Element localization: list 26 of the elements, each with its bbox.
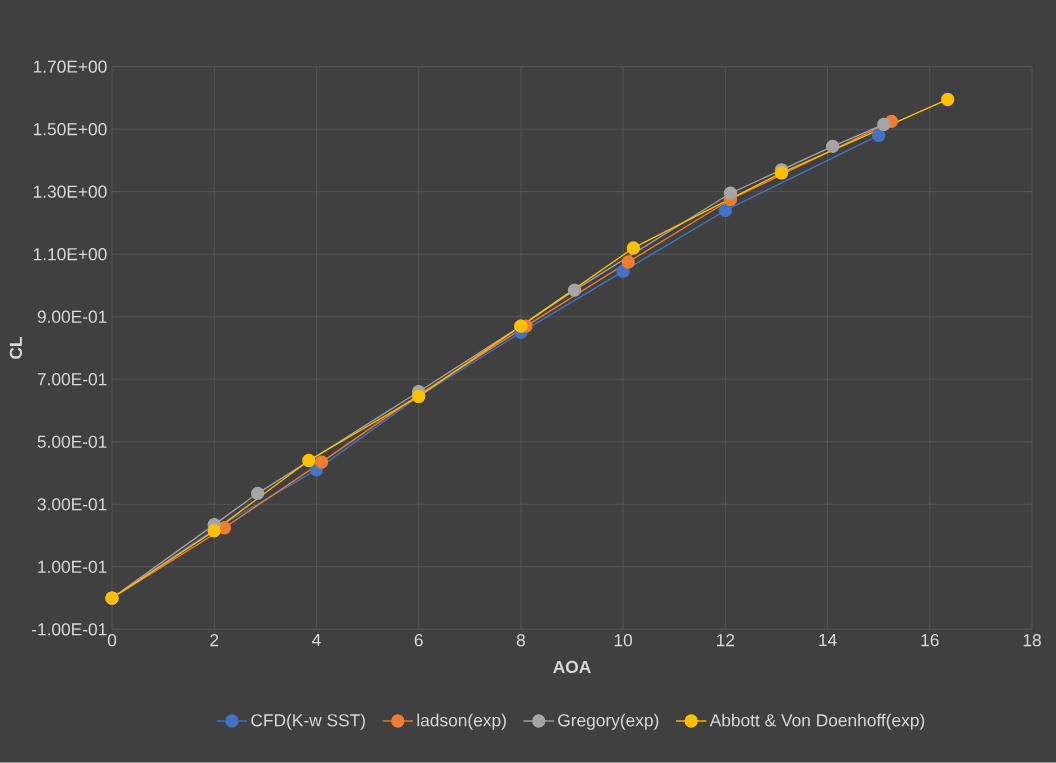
- y-tick-label: 1.10E+00: [33, 248, 107, 261]
- x-axis-title: AOA: [553, 660, 591, 674]
- y-tick-label: -1.00E-01: [31, 623, 107, 636]
- x-tick-label: 14: [819, 634, 837, 647]
- legend-label: ladson(exp): [417, 713, 506, 731]
- x-tick-label: 10: [614, 634, 633, 647]
- y-tick-label: 1.50E+00: [33, 123, 107, 136]
- legend-label: CFD(K-w SST): [251, 713, 365, 731]
- x-tick-label: 6: [414, 634, 423, 647]
- x-tick-label: 12: [717, 634, 735, 647]
- y-tick-label: 1.00E-01: [38, 560, 107, 574]
- y-axis-title: CL: [9, 337, 23, 359]
- legend-label: Abbott & Von Doenhoff(exp): [709, 713, 925, 731]
- y-tick-label: 3.00E-01: [37, 498, 107, 511]
- y-tick-label: 1.30E+00: [33, 185, 107, 198]
- legend-label: Gregory(exp): [558, 713, 659, 731]
- x-tick-label: 0: [107, 634, 117, 647]
- x-tick-label: 16: [921, 634, 939, 647]
- x-tick-label: 2: [210, 634, 219, 647]
- x-tick-label: 4: [312, 634, 321, 647]
- y-tick-label: 5.00E-01: [37, 435, 107, 449]
- y-tick-label: 1.70E+00: [33, 60, 107, 73]
- y-tick-label: 7.00E-01: [37, 373, 107, 386]
- y-tick-label: 9.00E-01: [37, 310, 107, 324]
- x-tick-label: 8: [516, 634, 525, 647]
- x-tick-label: 18: [1023, 634, 1041, 647]
